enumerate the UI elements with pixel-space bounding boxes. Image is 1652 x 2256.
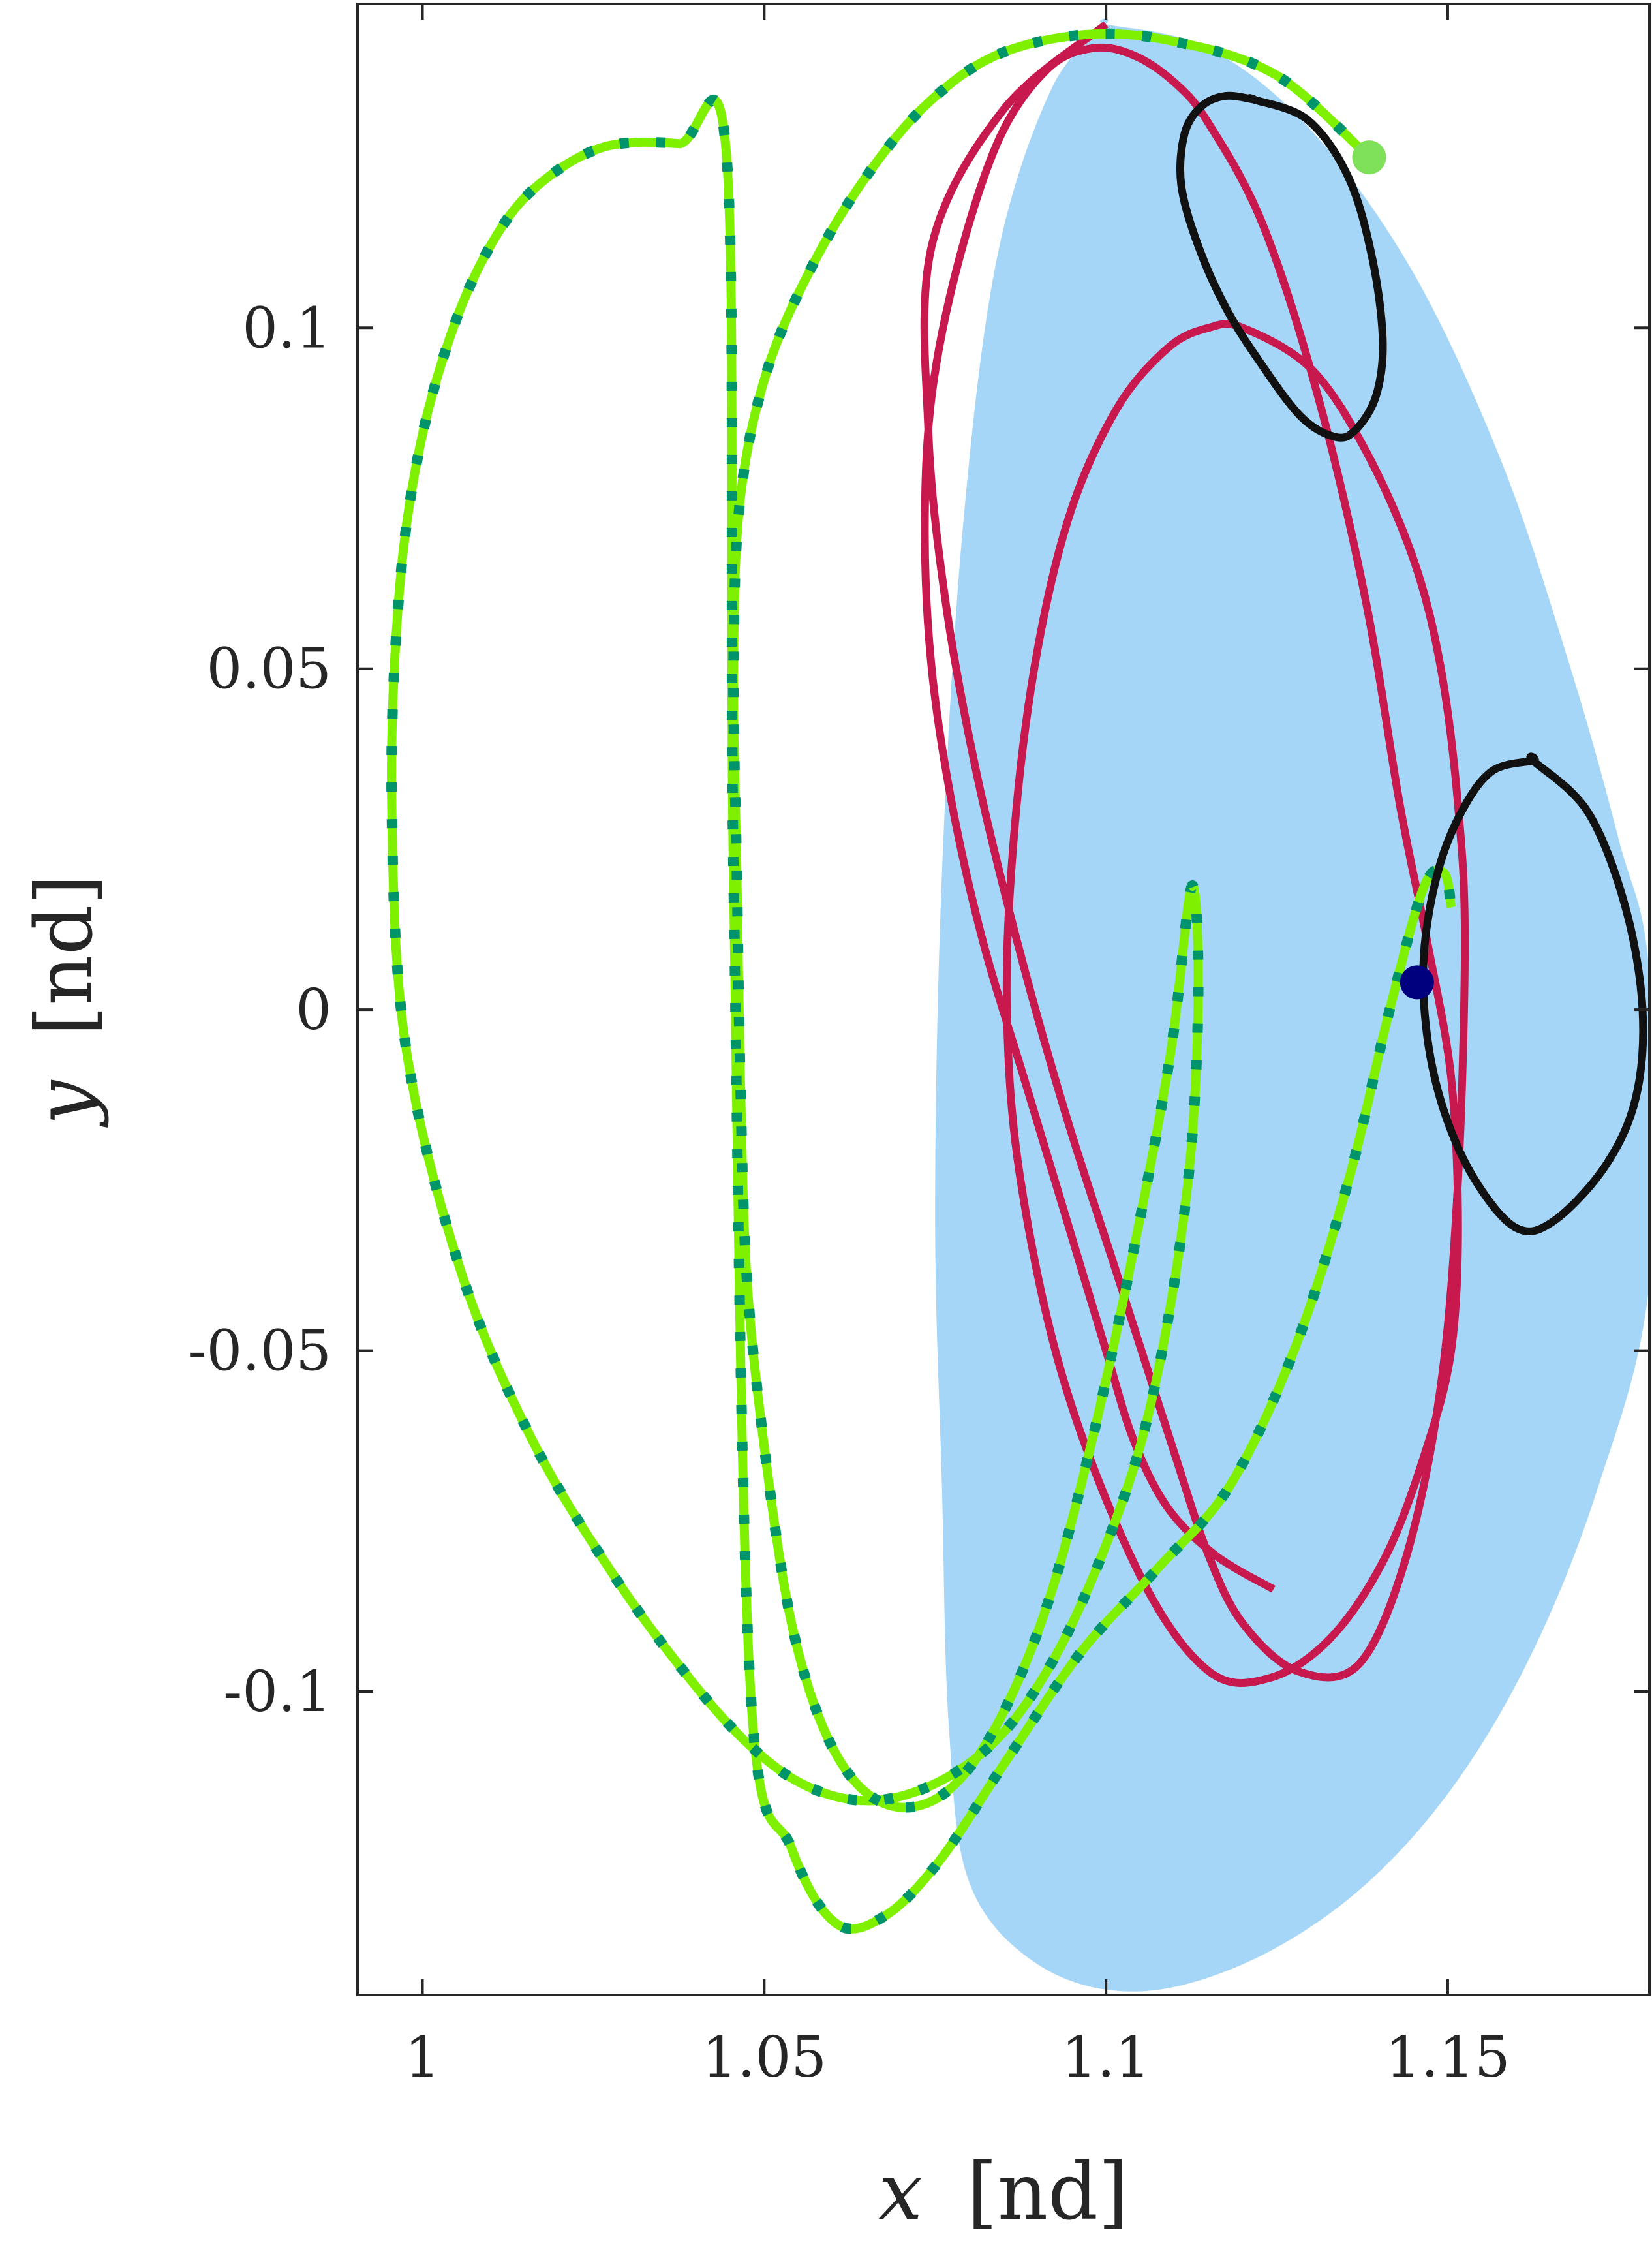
reference-orbit-line <box>920 21 1469 1687</box>
x-axis-label-unit: [nd] <box>967 2147 1129 2238</box>
y-tick-label: -0.1 <box>223 1660 331 1725</box>
x-tick-label: 1.1 <box>1062 2025 1151 2090</box>
start-point-marker <box>1400 965 1434 1000</box>
y-tick-label: 0 <box>296 978 331 1043</box>
y-axis-label-unit: [nd] <box>20 874 110 1036</box>
plot-area: 1 1.05 1.1 1.15 -0.1 -0.05 0 0.05 0.1 <box>187 3 1651 2090</box>
y-tick-label: 0.05 <box>207 637 331 702</box>
transfer-trajectory-dashed <box>386 28 1457 1934</box>
series-layer <box>386 18 1649 1992</box>
x-axis-label: x [nd] <box>878 2147 1129 2238</box>
y-tick-label: 0.1 <box>242 296 331 361</box>
end-point-marker <box>1352 140 1386 175</box>
small-orbit-line-4 <box>1419 752 1647 1235</box>
x-tick-label: 1.15 <box>1385 2025 1510 2090</box>
x-axis-label-var: x <box>878 2147 923 2238</box>
x-tick-label: 1 <box>405 2025 440 2090</box>
y-axis-label: y [nd] <box>20 874 110 1128</box>
ticks-layer: 1 1.05 1.1 1.15 -0.1 -0.05 0 0.05 0.1 <box>187 4 1649 2090</box>
y-axis-label-var: y <box>20 1079 110 1128</box>
confidence-band-0 <box>935 18 1649 1992</box>
small-orbit-line-3 <box>1176 91 1387 442</box>
y-tick-label: -0.05 <box>187 1319 331 1384</box>
x-tick-label: 1.05 <box>702 2025 827 2090</box>
axes-box <box>356 3 1651 1996</box>
